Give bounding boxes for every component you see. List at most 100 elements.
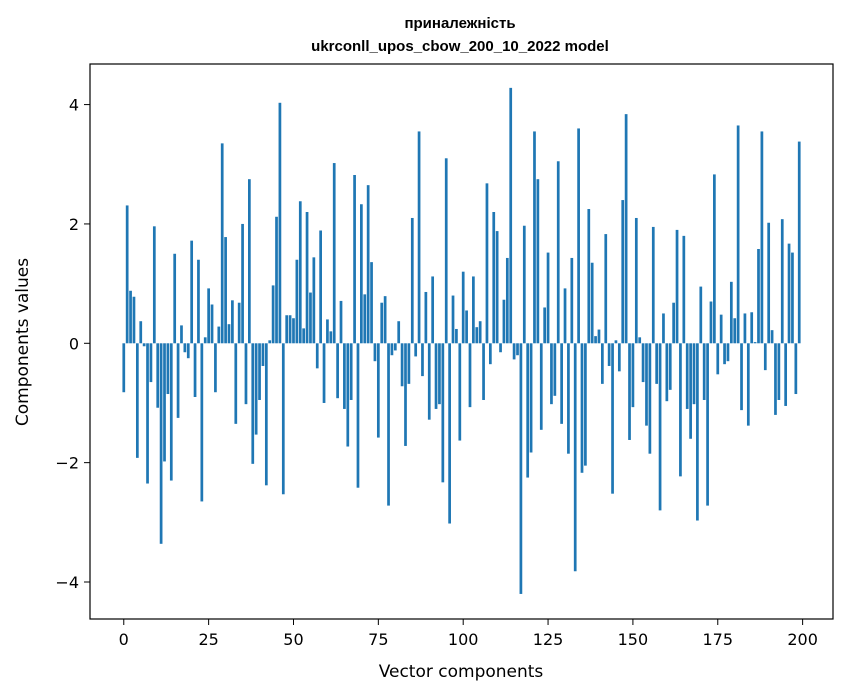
bar — [573, 343, 577, 572]
bar — [448, 343, 451, 524]
bar — [346, 343, 350, 447]
bar — [621, 200, 625, 344]
bar — [326, 319, 329, 344]
bar — [292, 318, 295, 344]
bar — [529, 343, 533, 453]
bar — [713, 174, 716, 344]
bar — [271, 285, 275, 344]
bar — [380, 302, 384, 344]
bar — [424, 291, 428, 344]
bar — [166, 343, 170, 395]
bar — [648, 343, 652, 454]
bar-series — [122, 87, 801, 594]
bar — [285, 315, 289, 344]
bar — [465, 310, 468, 344]
bar — [485, 183, 489, 344]
bar — [200, 343, 204, 502]
bar — [135, 343, 139, 458]
bar — [142, 343, 146, 347]
bar — [488, 343, 492, 365]
bar — [590, 262, 594, 344]
bar — [234, 343, 238, 424]
bar — [251, 343, 255, 464]
bar — [628, 343, 631, 440]
bar — [651, 226, 655, 344]
bar — [655, 343, 659, 384]
bar — [390, 343, 394, 356]
bar — [210, 304, 214, 344]
bar — [125, 205, 129, 344]
chart-subtitle: ukrconll_upos_cbow_200_10_2022 model — [311, 38, 609, 55]
bar — [682, 235, 686, 344]
bar — [767, 222, 771, 344]
bar — [129, 290, 132, 344]
bar — [176, 343, 180, 418]
bar — [570, 257, 574, 344]
bar — [152, 226, 156, 344]
bar — [268, 340, 272, 344]
bar — [451, 295, 455, 344]
bar — [550, 343, 553, 405]
bar — [173, 253, 177, 344]
bar — [434, 343, 438, 409]
x-tick-label: 100 — [448, 630, 479, 649]
y-tick-label: 4 — [69, 96, 79, 115]
bar — [305, 212, 309, 344]
bar — [186, 343, 190, 359]
bar — [275, 216, 278, 344]
x-axis-label: Vector components — [379, 662, 544, 682]
bar — [298, 201, 302, 344]
bar — [356, 343, 360, 488]
bar — [387, 343, 390, 506]
bar — [478, 321, 482, 344]
bar — [261, 343, 265, 366]
bar — [248, 179, 251, 344]
bar — [353, 175, 356, 344]
bar — [750, 312, 754, 344]
bar — [696, 343, 699, 521]
bar — [281, 343, 285, 495]
bar — [617, 343, 621, 372]
bar — [665, 343, 669, 402]
bar — [723, 343, 726, 365]
y-tick-label: −4 — [55, 573, 79, 592]
bar — [685, 343, 689, 409]
bar — [512, 343, 516, 360]
bar — [343, 343, 346, 409]
bar — [414, 343, 418, 357]
x-tick-label: 150 — [618, 630, 649, 649]
y-tick-label: 0 — [69, 334, 79, 353]
bar — [397, 321, 401, 344]
bar — [366, 185, 370, 344]
bar — [427, 343, 431, 420]
x-tick-label: 200 — [787, 630, 818, 649]
bar — [400, 343, 404, 387]
bar — [237, 302, 241, 344]
bar — [203, 337, 207, 344]
bar — [774, 343, 777, 415]
bar — [278, 102, 282, 344]
bar — [533, 131, 536, 344]
bar — [146, 343, 149, 484]
plot-area-frame — [89, 63, 834, 620]
bar — [407, 343, 411, 384]
bar — [546, 252, 550, 344]
x-tick-label: 25 — [198, 630, 218, 649]
bar — [556, 161, 560, 344]
bar — [770, 330, 774, 344]
bar — [214, 343, 217, 393]
bar — [360, 204, 363, 344]
bar — [797, 141, 801, 344]
x-tick-label: 0 — [119, 630, 129, 649]
bar — [522, 225, 526, 344]
bar — [594, 336, 597, 344]
bar — [180, 325, 183, 344]
bar — [376, 343, 380, 438]
bar — [217, 326, 221, 344]
bar — [207, 288, 210, 344]
bar — [567, 343, 570, 454]
bar — [227, 324, 231, 344]
bar — [421, 343, 424, 377]
bar — [658, 343, 662, 511]
